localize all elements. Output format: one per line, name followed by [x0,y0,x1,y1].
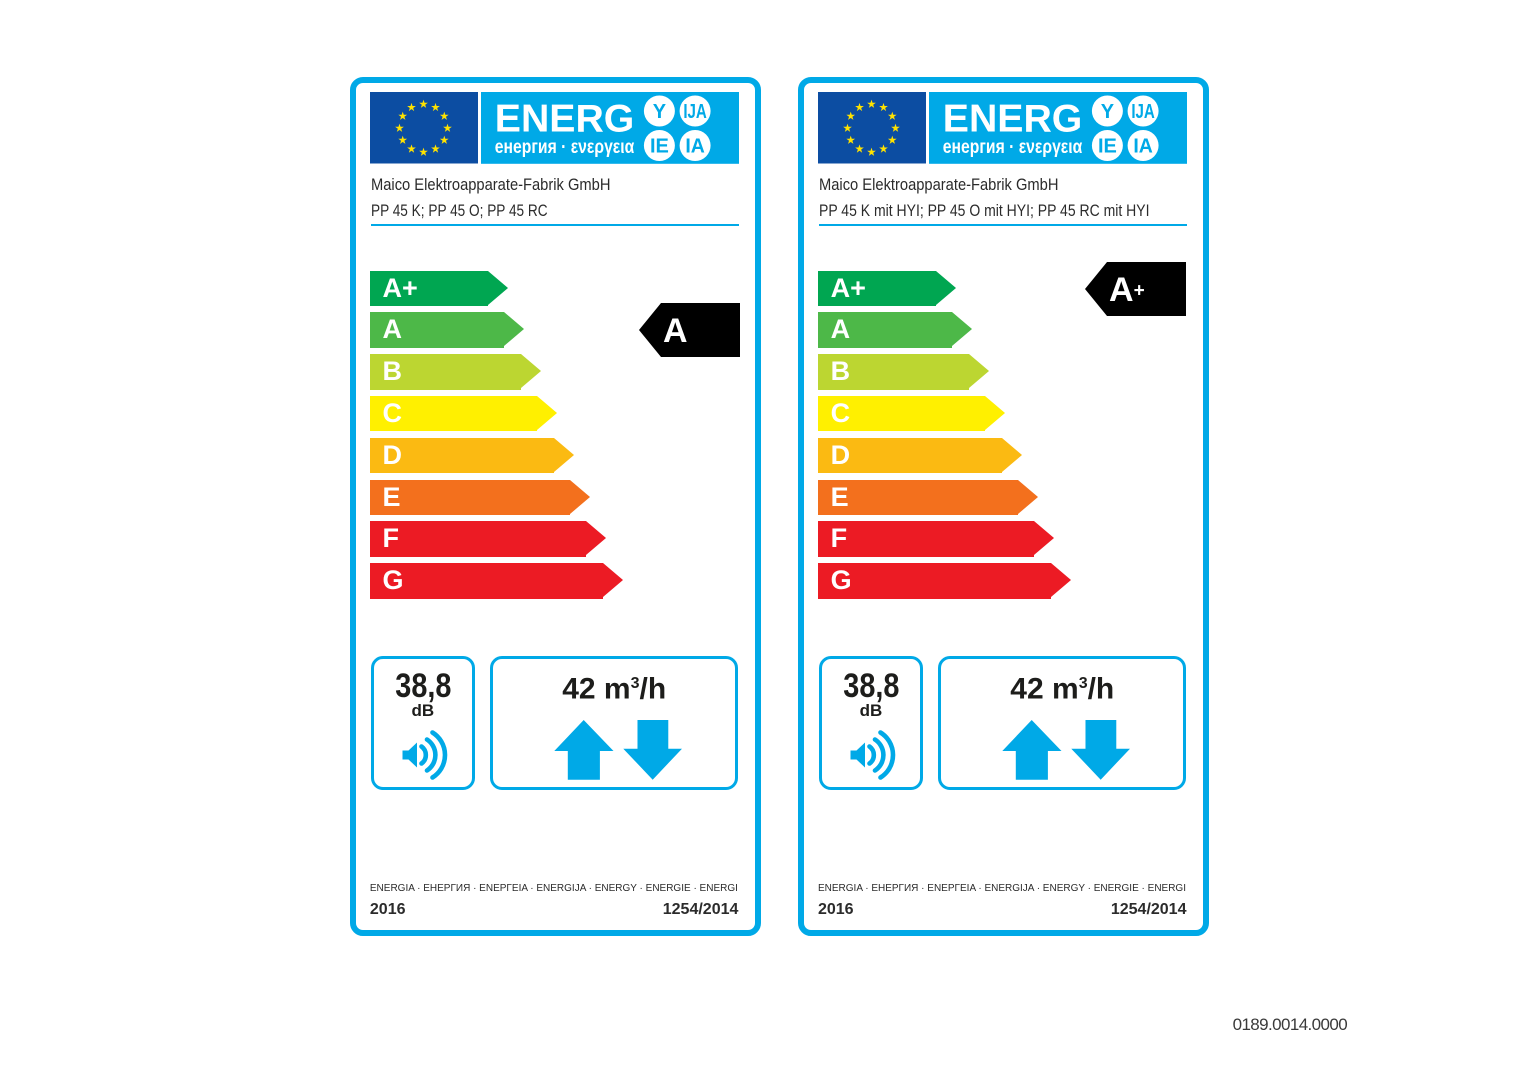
svg-text:енергия · ενεργεια: енергия · ενεργεια [495,136,635,158]
svg-text:IE: IE [650,136,669,158]
svg-text:IA: IA [685,136,704,158]
svg-text:енергия · ενεργεια: енергия · ενεργεια [943,136,1083,158]
svg-text:IJA: IJA [683,101,706,123]
svg-text:A: A [663,312,688,350]
svg-text:IE: IE [1098,136,1117,158]
svg-text:IA: IA [1133,136,1152,158]
svg-text:ENERG: ENERG [495,98,634,141]
svg-text:ENERG: ENERG [943,98,1082,141]
svg-text:Y: Y [1101,101,1114,123]
svg-text:Y: Y [653,101,666,123]
svg-text:IJA: IJA [1131,101,1154,123]
